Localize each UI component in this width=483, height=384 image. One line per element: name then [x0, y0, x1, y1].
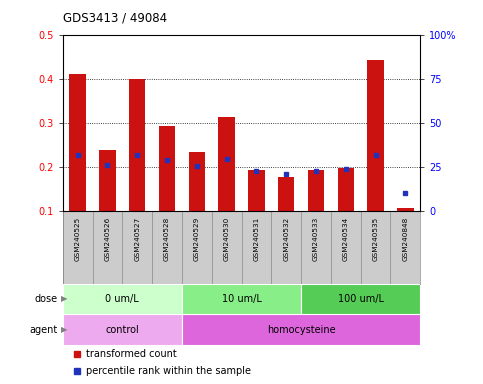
Bar — [301, 284, 420, 314]
Bar — [397, 208, 413, 211]
Bar — [70, 74, 86, 211]
Bar — [63, 284, 182, 314]
Text: GSM240531: GSM240531 — [254, 217, 259, 262]
Text: GSM240535: GSM240535 — [372, 217, 379, 262]
Text: GSM240534: GSM240534 — [343, 217, 349, 262]
Bar — [159, 126, 175, 211]
Text: ▶: ▶ — [61, 325, 68, 334]
Bar — [368, 60, 384, 211]
Bar — [63, 314, 182, 345]
Text: GSM240529: GSM240529 — [194, 217, 200, 262]
Bar — [182, 284, 301, 314]
Text: agent: agent — [30, 324, 58, 334]
Text: GSM240528: GSM240528 — [164, 217, 170, 262]
Text: GSM240533: GSM240533 — [313, 217, 319, 262]
Bar — [218, 117, 235, 211]
Text: GSM240532: GSM240532 — [283, 217, 289, 262]
Bar — [189, 152, 205, 211]
Bar — [99, 151, 115, 211]
Bar — [182, 314, 420, 345]
Text: homocysteine: homocysteine — [267, 324, 335, 334]
Bar — [308, 170, 324, 211]
Text: dose: dose — [35, 294, 58, 304]
Text: GSM240848: GSM240848 — [402, 217, 408, 262]
Text: GSM240527: GSM240527 — [134, 217, 140, 262]
Text: 10 um/L: 10 um/L — [222, 294, 261, 304]
Text: percentile rank within the sample: percentile rank within the sample — [86, 366, 251, 376]
Text: 0 um/L: 0 um/L — [105, 294, 139, 304]
Bar — [129, 79, 145, 211]
Text: ▶: ▶ — [61, 295, 68, 303]
Text: 100 um/L: 100 um/L — [338, 294, 384, 304]
Text: GSM240525: GSM240525 — [75, 217, 81, 262]
Bar — [248, 170, 265, 211]
Bar — [338, 168, 354, 211]
Bar — [278, 177, 294, 211]
Text: transformed count: transformed count — [86, 349, 177, 359]
Text: GSM240526: GSM240526 — [104, 217, 111, 262]
Text: GSM240530: GSM240530 — [224, 217, 229, 262]
Text: control: control — [105, 324, 139, 334]
Text: GDS3413 / 49084: GDS3413 / 49084 — [63, 12, 167, 25]
